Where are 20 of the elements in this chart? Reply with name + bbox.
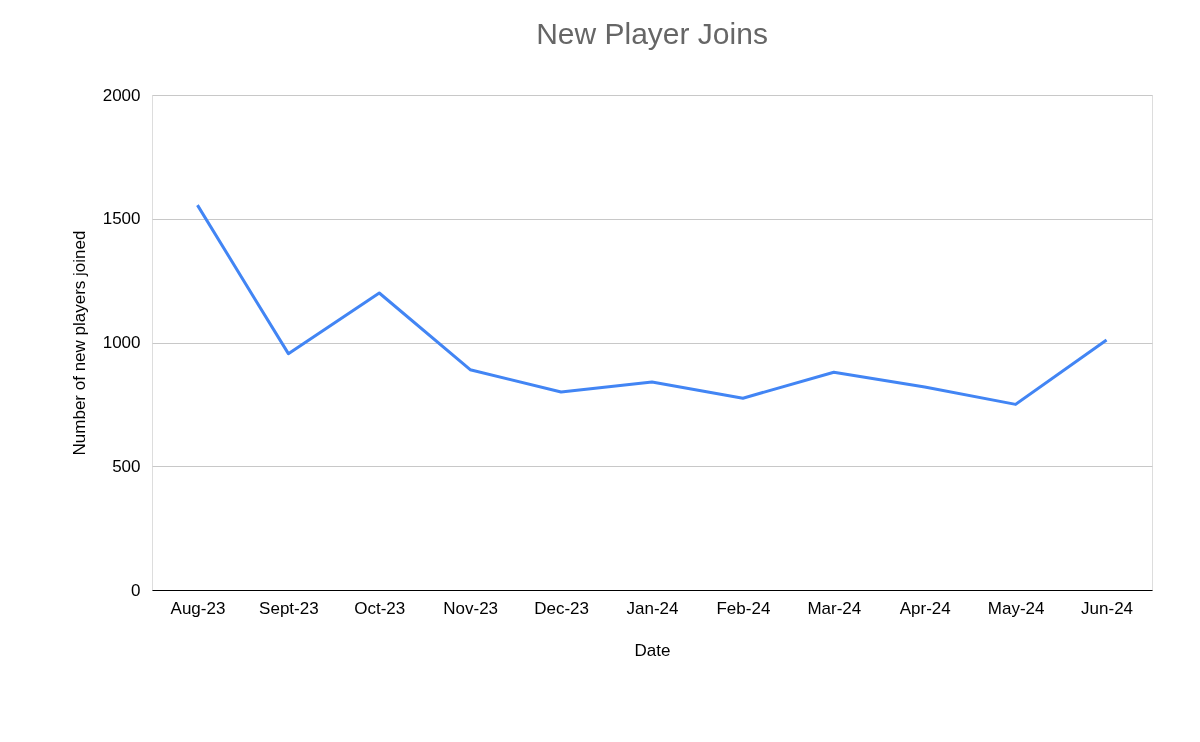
x-tick-label: Aug-23	[170, 598, 226, 618]
x-tick-label: Apr-24	[899, 598, 951, 618]
x-tick-label: Nov-23	[443, 598, 499, 618]
x-tick-label: Jun-24	[1081, 598, 1134, 618]
x-axis-title: Date	[634, 640, 671, 660]
y-tick-label: 1500	[102, 209, 141, 229]
chart-title: New Player Joins	[536, 17, 768, 50]
line-series	[195, 203, 1109, 406]
x-tick-label: Mar-24	[807, 598, 862, 618]
x-tick-label: Jan-24	[626, 598, 679, 618]
y-axis-title: Number of new players joined	[69, 230, 89, 456]
x-tick-label: Oct-23	[354, 598, 406, 618]
x-tick-label: Sept-23	[259, 598, 319, 618]
x-tick-label: May-24	[987, 598, 1045, 618]
y-tick-label: 500	[112, 456, 141, 476]
x-tick-label: Dec-23	[534, 598, 589, 618]
y-tick-label: 1000	[102, 333, 141, 352]
y-tick-label: 2000	[102, 85, 141, 105]
x-tick-label: Feb-24	[716, 598, 771, 618]
y-tick-label: 0	[131, 580, 141, 600]
